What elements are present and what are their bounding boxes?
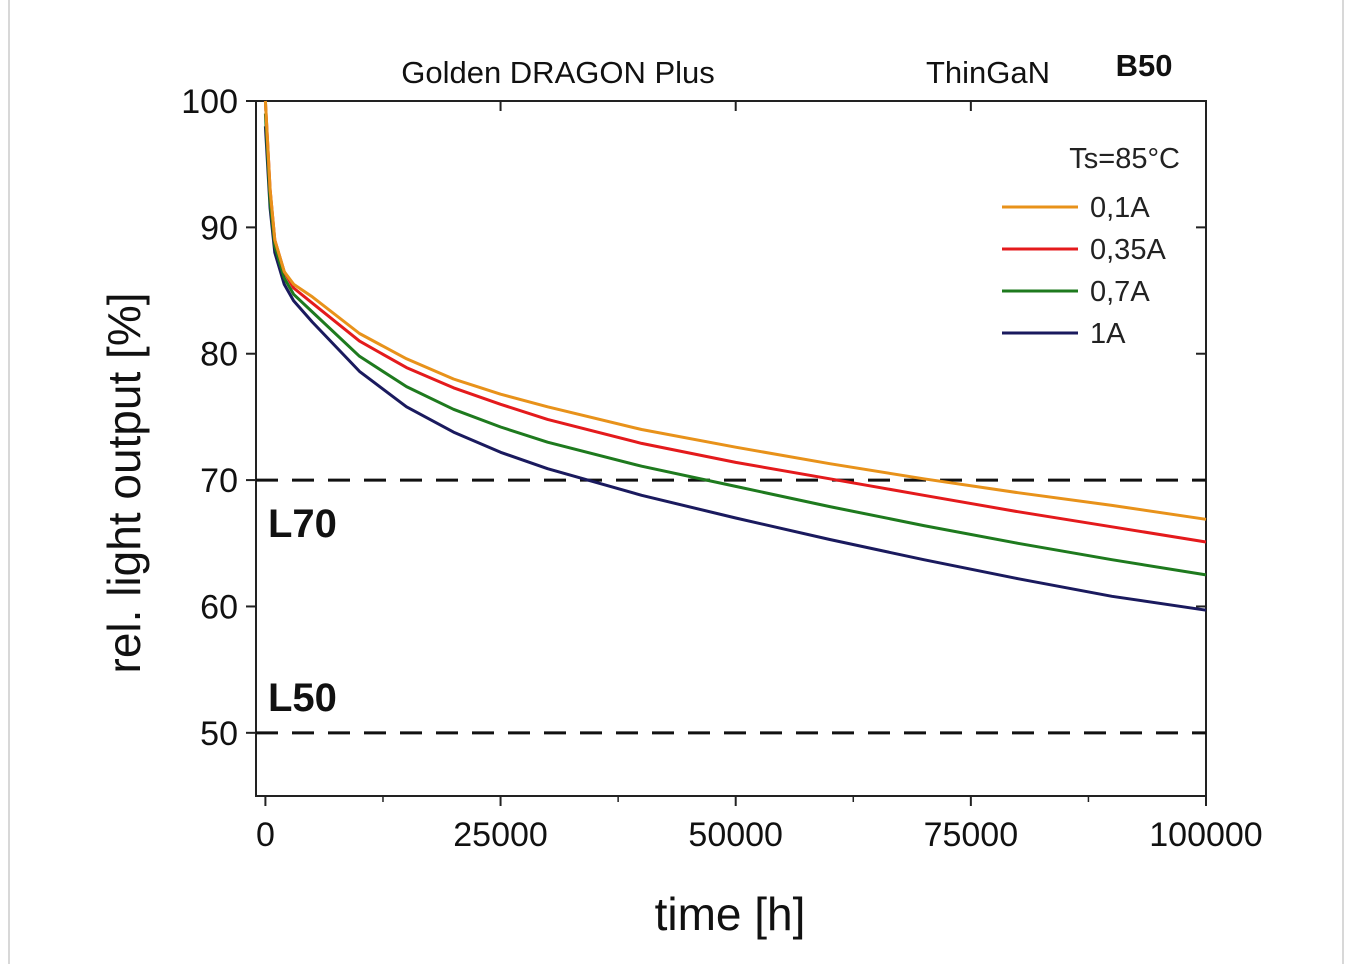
chart-frame: Golden DRAGON Plus ThinGaN B50 Ts=85°C t… <box>8 0 1344 964</box>
y-axis-title: rel. light output [%] <box>98 293 150 674</box>
y-tick-label: 60 <box>200 588 238 626</box>
chart-title: Golden DRAGON Plus <box>401 55 715 90</box>
x-tick-label: 75000 <box>924 816 1019 854</box>
reference-label-l70: L70 <box>268 502 337 546</box>
legend-label: 0,7A <box>1090 276 1150 308</box>
y-tick-label: 80 <box>200 336 238 374</box>
series-line-0-7A <box>263 113 1207 577</box>
x-tick-label: 100000 <box>1149 816 1262 854</box>
chart-subtitle-right: B50 <box>1116 48 1173 83</box>
x-tick-label: 50000 <box>688 816 783 854</box>
series-line-1A <box>263 126 1207 612</box>
x-tick-label: 0 <box>256 816 275 854</box>
y-tick-label: 100 <box>181 83 238 121</box>
legend-label: 0,35A <box>1090 234 1166 266</box>
legend-label: 1A <box>1090 318 1126 350</box>
plot-area-frame <box>255 100 1207 797</box>
y-tick-label: 50 <box>200 715 238 753</box>
legend-label: 0,1A <box>1090 192 1150 224</box>
line-chart: Golden DRAGON Plus ThinGaN B50 Ts=85°C t… <box>98 48 1263 940</box>
condition-label: Ts=85°C <box>1069 143 1180 175</box>
y-tick-label: 90 <box>200 209 238 247</box>
y-tick-label: 70 <box>200 462 238 500</box>
reference-label-l50: L50 <box>268 676 337 720</box>
chart-subtitle-left: ThinGaN <box>926 55 1050 90</box>
x-tick-label: 25000 <box>453 816 548 854</box>
x-axis-title: time [h] <box>655 888 806 940</box>
series-line-0-35A <box>263 100 1207 544</box>
series-line-0-1A <box>263 100 1207 521</box>
